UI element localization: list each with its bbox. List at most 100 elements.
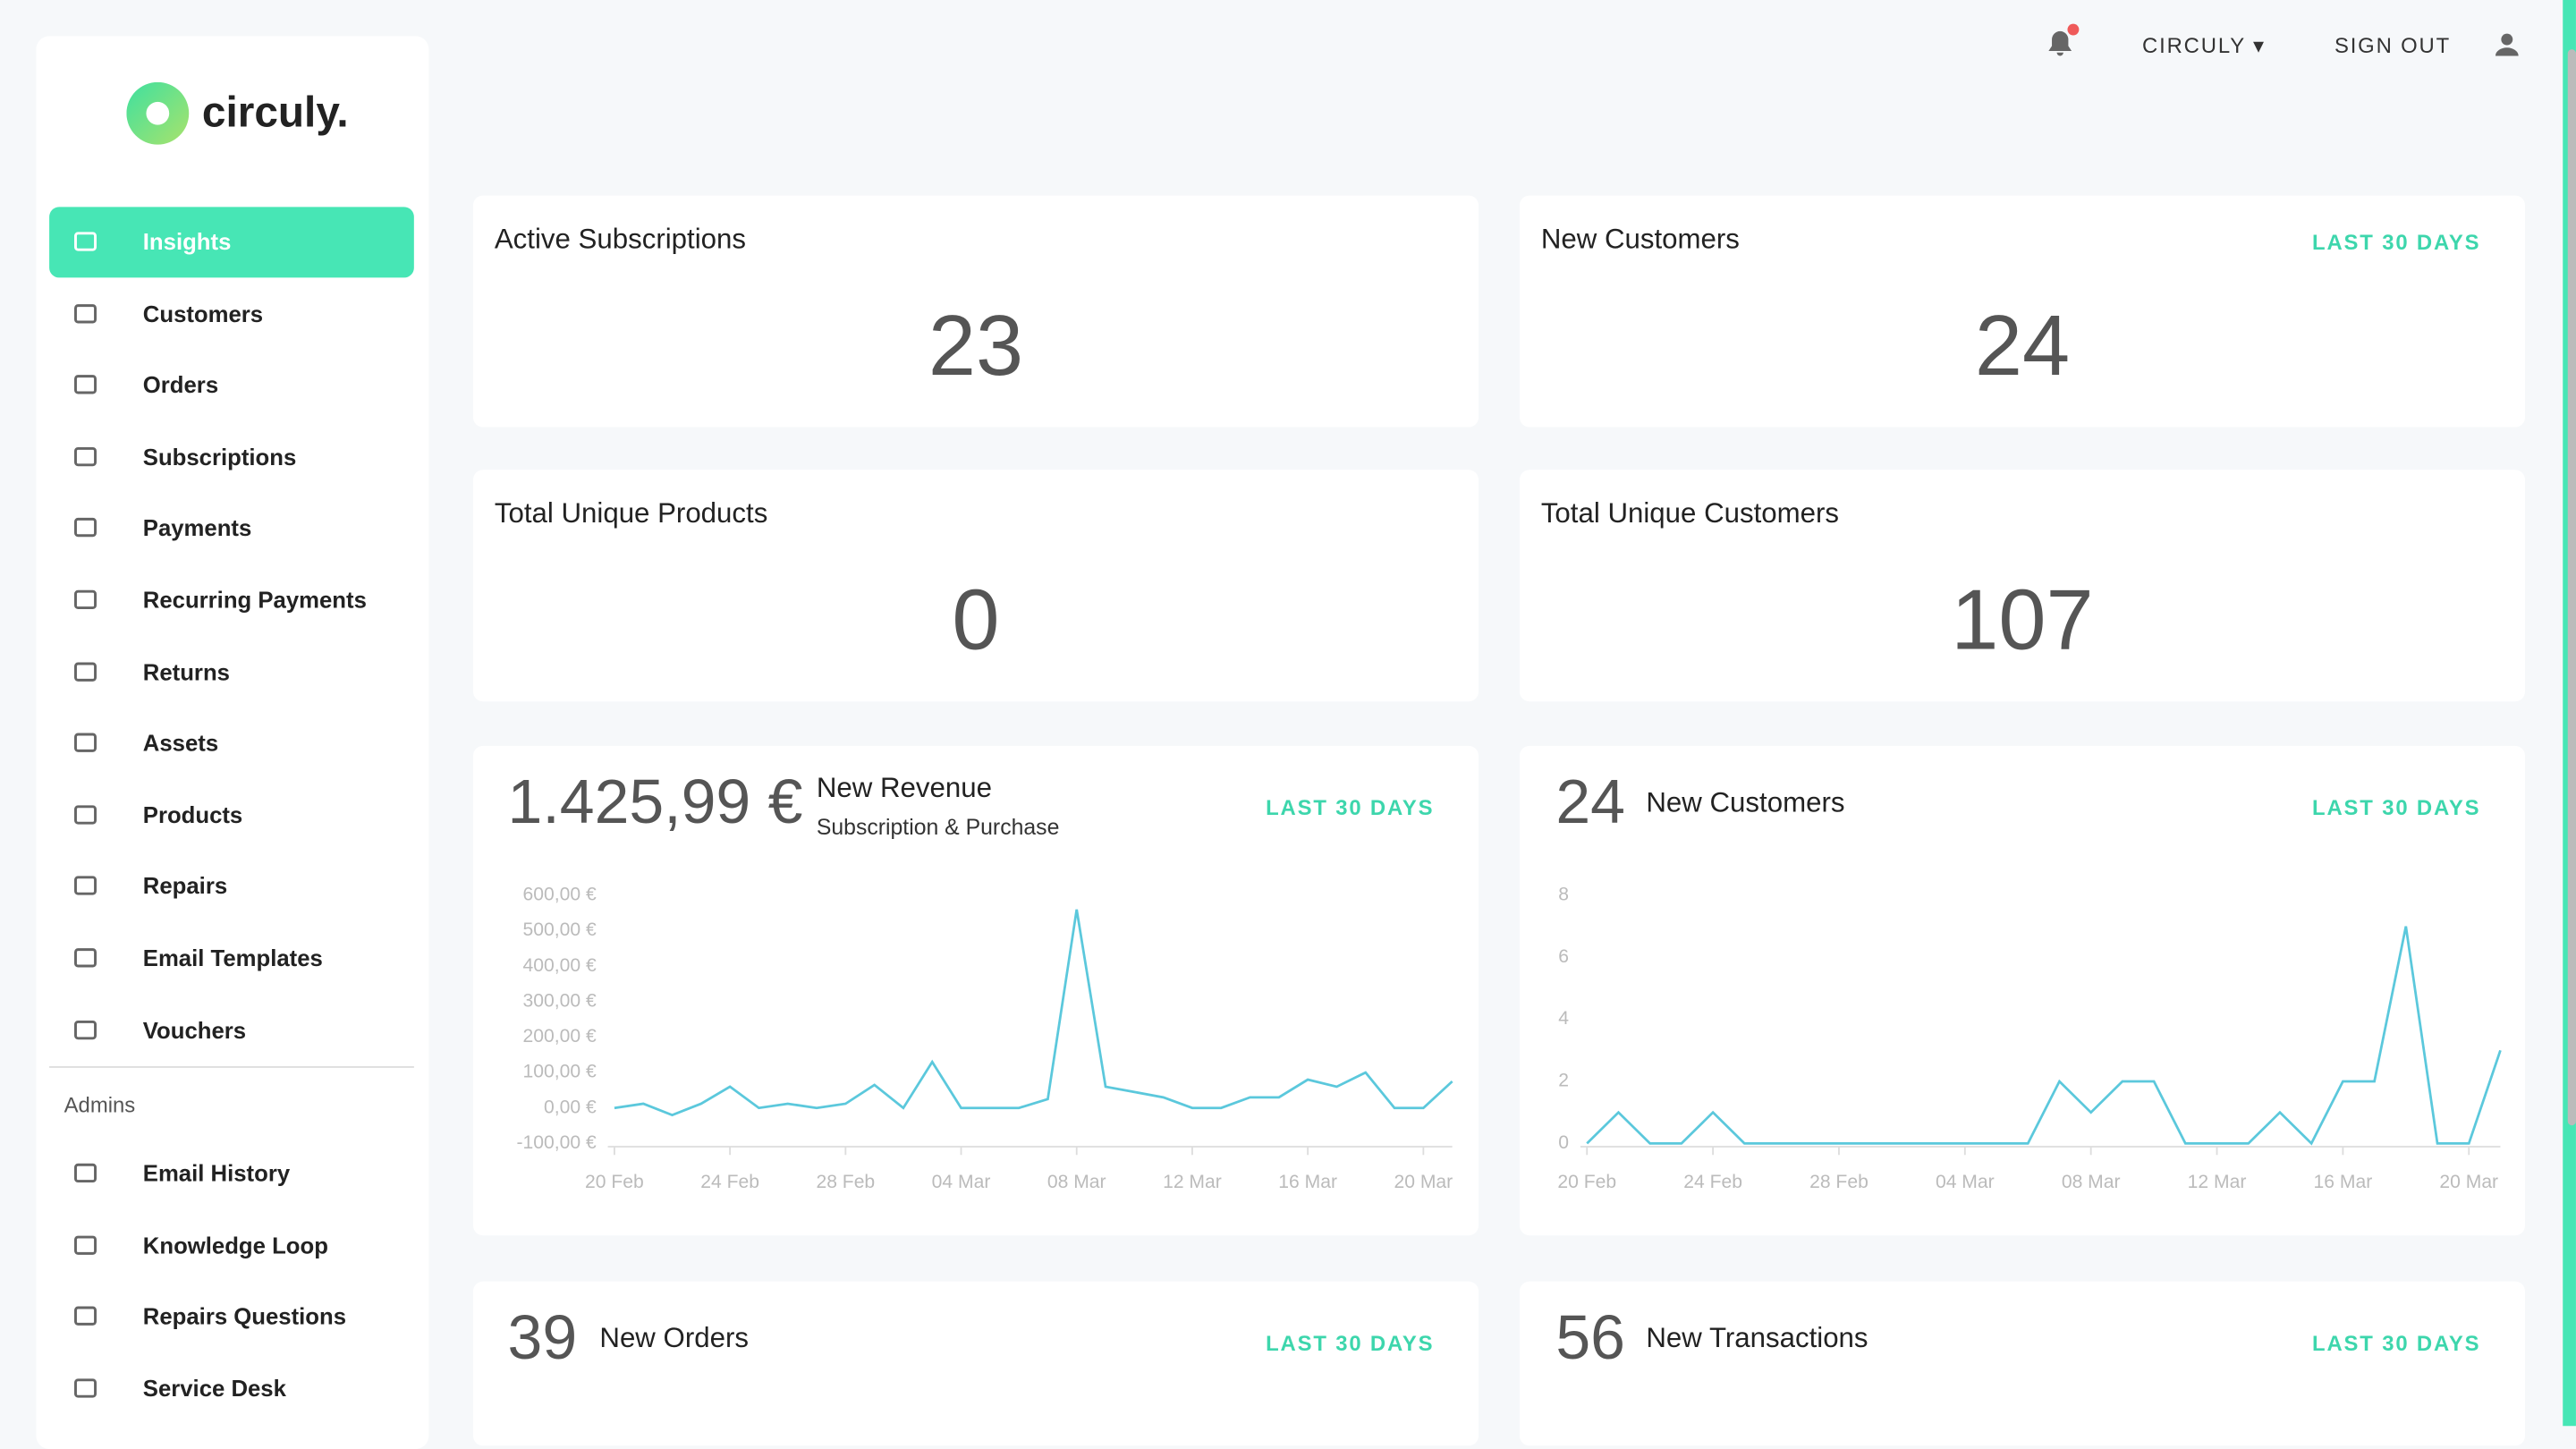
stat-card: Total Unique Customers 107: [1519, 470, 2526, 702]
nav-item[interactable]: Assets: [49, 708, 414, 779]
nav-item[interactable]: Vouchers: [49, 995, 414, 1065]
icon-shape: [74, 375, 97, 394]
x-tick-label: 28 Feb: [816, 1172, 875, 1192]
nav-icon: [74, 303, 97, 323]
x-tick-label: 12 Mar: [2188, 1172, 2247, 1192]
nav-label[interactable]: Repairs: [142, 873, 228, 900]
card-title: New Orders: [599, 1322, 749, 1354]
nav-item[interactable]: Email Templates: [49, 923, 414, 994]
nav-label[interactable]: Repairs Questions: [142, 1302, 346, 1330]
x-tick-label: 24 Feb: [700, 1172, 759, 1192]
nav-item[interactable]: Knowledge Loop: [49, 1210, 414, 1281]
period-badge[interactable]: LAST 30 DAYS: [2312, 1330, 2481, 1356]
nav-label[interactable]: Payments: [142, 514, 252, 541]
period-badge[interactable]: LAST 30 DAYS: [1266, 1330, 1435, 1356]
stat-value: 1.425,99 €: [507, 768, 803, 838]
chart-card: 1.425,99 € New Revenue Subscription & Purc…: [472, 745, 1479, 1236]
nav-label[interactable]: Recurring Payments: [142, 586, 367, 614]
nav-label[interactable]: Orders: [142, 371, 219, 398]
stat-value: 24: [1555, 768, 1626, 838]
nav-item[interactable]: Products: [49, 780, 414, 851]
icon-shape: [74, 877, 97, 896]
card-title: New Revenue: [816, 772, 992, 804]
x-tick-label: 08 Mar: [2062, 1172, 2121, 1192]
nav-icon: [74, 518, 97, 538]
y-tick-label: -100,00 €: [517, 1132, 597, 1153]
series-line: [1586, 926, 2502, 1146]
stat-card: Total Unique Products 0: [472, 470, 1479, 702]
brand-label[interactable]: CIRCULY: [2142, 32, 2246, 58]
nav-item[interactable]: Insights: [49, 207, 414, 278]
nav-item[interactable]: Recurring Payments: [49, 565, 414, 636]
card-title: Total Unique Products: [494, 497, 768, 530]
y-tick-label: 500,00 €: [523, 919, 597, 940]
icon-shape: [74, 518, 97, 538]
stat-value: 39: [507, 1304, 578, 1374]
nav-label[interactable]: Service Desk: [142, 1374, 286, 1402]
nav-item[interactable]: Orders: [49, 351, 414, 421]
period-badge[interactable]: LAST 30 DAYS: [2312, 230, 2481, 255]
icon-shape: [74, 446, 97, 466]
nav-item[interactable]: Subscriptions: [49, 422, 414, 493]
card-value: 23: [928, 299, 1024, 394]
nav-icon: [74, 375, 97, 394]
period-badge[interactable]: LAST 30 DAYS: [1266, 794, 1435, 820]
stat-value: 56: [1555, 1304, 1626, 1374]
nav-item[interactable]: Email History: [49, 1139, 414, 1209]
nav-item[interactable]: Payments: [49, 494, 414, 564]
x-tick-label: 20 Feb: [1557, 1172, 1616, 1192]
brand-menu[interactable]: CIRCULY ▾: [2142, 32, 2266, 58]
icon-shape: [74, 1306, 97, 1326]
section-label: Admins: [64, 1092, 136, 1117]
chart-card: 39 New Orders LAST 30 DAYS: [472, 1281, 1479, 1446]
scrollbar[interactable]: [2567, 49, 2576, 1126]
y-tick-label: 0,00 €: [544, 1097, 597, 1117]
nav-icon: [74, 446, 97, 466]
x-tick-label: 20 Mar: [1394, 1172, 1453, 1192]
nav-label[interactable]: Returns: [142, 657, 230, 685]
y-tick-label: 8: [1558, 885, 1569, 905]
card-title: Active Subscriptions: [494, 223, 747, 255]
nav-label[interactable]: Customers: [142, 300, 264, 326]
period-badge[interactable]: LAST 30 DAYS: [2312, 794, 2481, 820]
icon-shape: [74, 232, 97, 251]
icon-shape: [74, 804, 97, 825]
nav-label[interactable]: Products: [142, 801, 243, 828]
nav-item[interactable]: Returns: [49, 637, 414, 708]
nav-icon: [74, 733, 97, 753]
nav-icon: [74, 1163, 97, 1183]
nav-icon: [74, 1306, 97, 1326]
nav-label[interactable]: Email History: [142, 1159, 291, 1187]
nav-label[interactable]: Insights: [142, 228, 232, 255]
x-tick-label: 16 Mar: [1278, 1172, 1337, 1192]
nav-label[interactable]: Assets: [142, 729, 219, 757]
nav-item[interactable]: Repairs: [49, 852, 414, 922]
icon-shape: [74, 1020, 97, 1039]
x-tick-label: 20 Mar: [2439, 1172, 2498, 1192]
nav-label[interactable]: Subscriptions: [142, 443, 297, 470]
nav-label[interactable]: Email Templates: [142, 945, 323, 971]
card-value: 0: [952, 573, 1000, 669]
icon-shape: [74, 1234, 97, 1255]
user-icon[interactable]: [2494, 31, 2520, 57]
bell-icon[interactable]: [2040, 23, 2080, 63]
nav-label[interactable]: Vouchers: [142, 1016, 247, 1043]
nav-item[interactable]: Customers: [49, 278, 414, 349]
y-tick-label: 2: [1558, 1071, 1569, 1091]
nav-item[interactable]: Service Desk: [49, 1353, 414, 1424]
chart-card: 56 New Transactions LAST 30 DAYS: [1519, 1281, 2526, 1446]
icon-shape: [74, 661, 97, 682]
nav-label[interactable]: Knowledge Loop: [142, 1231, 328, 1258]
y-tick-label: 300,00 €: [523, 990, 597, 1011]
x-tick-label: 28 Feb: [1809, 1172, 1868, 1192]
logo-icon: [126, 81, 190, 145]
nav-icon: [74, 948, 97, 968]
nav-item[interactable]: Repairs Questions: [49, 1282, 414, 1352]
divider: [49, 1066, 414, 1068]
nav-icon: [74, 589, 97, 610]
icon-shape: [74, 1377, 97, 1398]
x-tick-label: 08 Mar: [1047, 1172, 1106, 1192]
icon-shape: [74, 733, 97, 753]
sign-out[interactable]: SIGN OUT: [2334, 32, 2452, 58]
